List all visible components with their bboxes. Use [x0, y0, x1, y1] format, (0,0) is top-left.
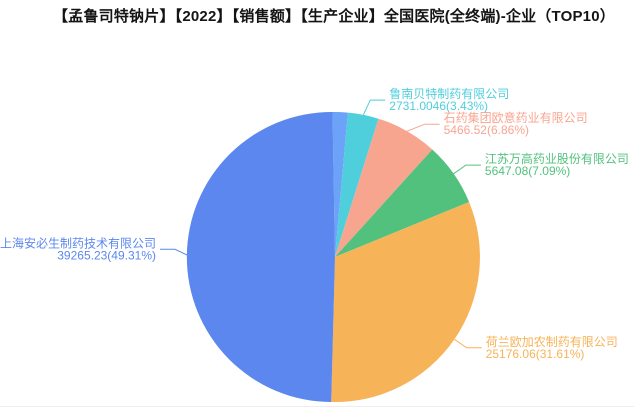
slice-label-name: 鲁南贝特制药有限公司: [389, 86, 509, 101]
slice-label-value: 2731.0046(3.43%): [389, 99, 488, 113]
pie-labels: 鲁南贝特制药有限公司2731.0046(3.43%)石药集团欧意药业有限公司54…: [0, 86, 629, 361]
slice-label-line: [160, 248, 191, 257]
slice-label-line: [454, 338, 482, 349]
pie-slice[interactable]: [335, 112, 379, 257]
pie-slice[interactable]: [331, 202, 480, 403]
slice-label-value: 5466.52(6.86%): [444, 123, 529, 137]
slice-label-line: [406, 123, 440, 132]
slice-label-value: 25176.06(31.61%): [486, 347, 585, 361]
slice-label-name: 上海安必生制药技术有限公司: [0, 235, 156, 250]
chart-title: 【孟鲁司特钠片】【2022】【销售额】【生产企业】全国医院(全终端)-企业（TO…: [53, 8, 615, 25]
bottom-border: [0, 406, 634, 407]
slice-label-name: 荷兰欧加农制药有限公司: [486, 335, 618, 349]
slice-label-value: 39265.23(49.31%): [57, 248, 156, 262]
pie-slice[interactable]: [186, 111, 335, 402]
pie-slice[interactable]: [335, 118, 433, 257]
slice-label-line: [453, 164, 481, 175]
pie-slice[interactable]: [332, 111, 348, 257]
pie-slices: [186, 111, 480, 403]
slice-label-value: 5647.08(7.09%): [485, 164, 570, 178]
slice-label-name: 石药集团欧意药业有限公司: [444, 110, 588, 125]
pie-slice[interactable]: [335, 149, 470, 258]
slice-label-name: 江苏万高药业股份有限公司: [485, 151, 629, 166]
slice-label-line: [362, 99, 386, 116]
